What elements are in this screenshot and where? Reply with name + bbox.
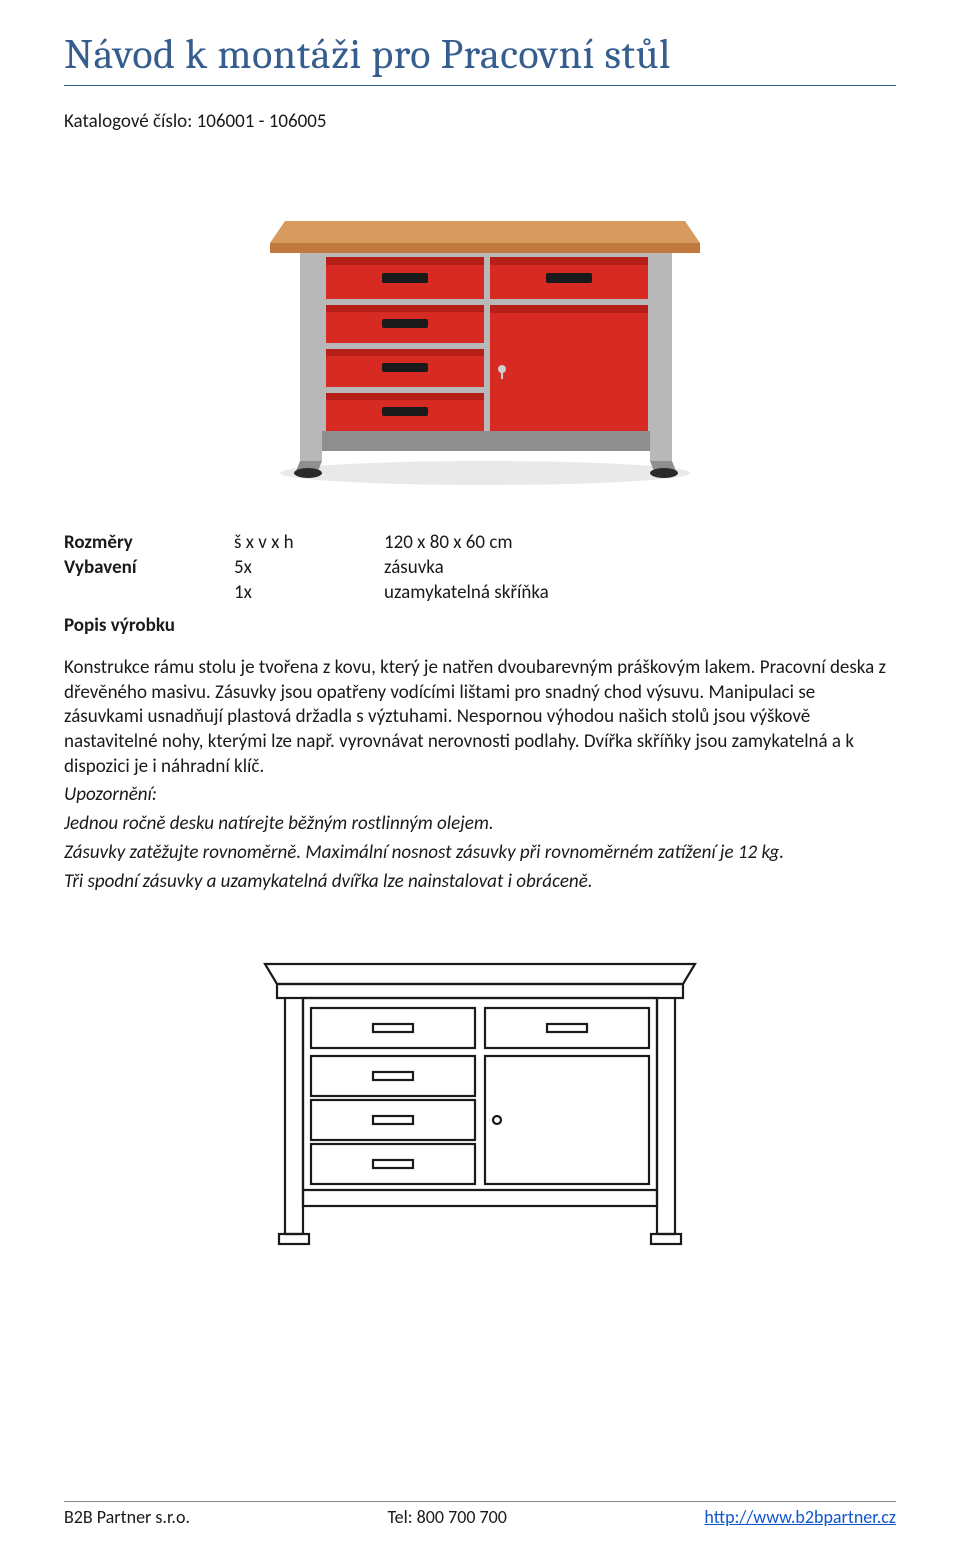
catalog-line: Katalogové číslo: 106001 - 106005 [64,110,896,133]
table-row: Vybavení 5x zásuvka [64,556,549,581]
table-row: Rozměry š x v x h 120 x 80 x 60 cm [64,531,549,556]
footer-company: B2B Partner s.r.o. [64,1506,190,1528]
title-rule [64,85,896,86]
page-title: Návod k montáži pro Pracovní stůl [64,30,896,79]
spec-qty: 1x [234,581,384,606]
catalog-value: 106001 - 106005 [197,110,327,133]
spec-qty: 5x [234,556,384,581]
spec-val: zásuvka [384,556,549,581]
notice-line: Zásuvky zatěžujte rovnoměrně. Maximální … [64,841,896,866]
spec-label: Rozměry [64,531,234,556]
specs-table: Rozměry š x v x h 120 x 80 x 60 cm Vybav… [64,531,549,606]
desc-body: Konstrukce rámu stolu je tvořena z kovu,… [64,656,896,779]
footer-tel-number: 800 700 700 [417,1506,507,1528]
spec-label [64,581,234,606]
footer-link[interactable]: http://www.b2bpartner.cz [704,1506,896,1528]
line-diagram [245,924,715,1264]
desc-heading: Popis výrobku [64,614,896,637]
catalog-label: Katalogové číslo: [64,110,192,133]
footer-tel-label: Tel: [388,1506,413,1528]
table-row: 1x uzamykatelná skříňka [64,581,549,606]
product-image [230,161,730,501]
spec-val: uzamykatelná skříňka [384,581,549,606]
spec-qty: š x v x h [234,531,384,556]
footer-tel: Tel: 800 700 700 [388,1506,507,1528]
spec-label: Vybavení [64,556,234,581]
notice-heading: Upozornění: [64,783,896,808]
notice-line: Jednou ročně desku natírejte běžným rost… [64,812,896,837]
notice-line: Tři spodní zásuvky a uzamykatelná dvířka… [64,870,896,895]
spec-val: 120 x 80 x 60 cm [384,531,549,556]
page-footer: B2B Partner s.r.o. Tel: 800 700 700 http… [64,1501,896,1528]
